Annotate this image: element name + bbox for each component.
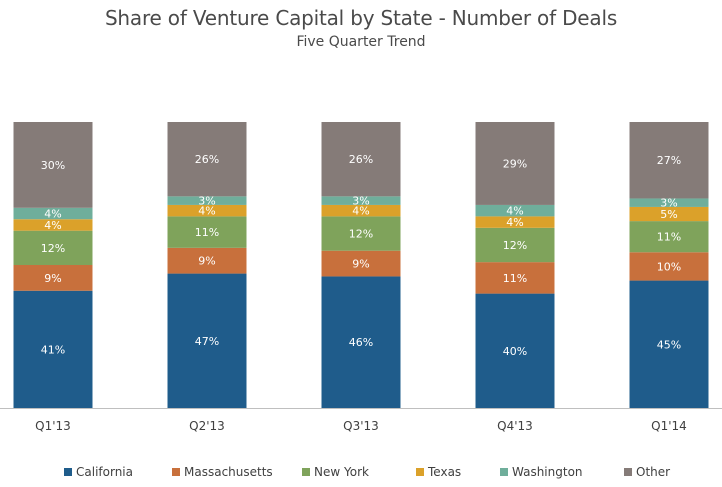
legend-item: California (64, 464, 133, 480)
legend-swatch (302, 468, 310, 476)
legend-label: Washington (512, 465, 583, 479)
data-label: 26% (349, 153, 373, 166)
chart-subtitle: Five Quarter Trend (296, 34, 426, 50)
legend-item: Other (624, 464, 670, 480)
bar-segment (475, 262, 555, 294)
legend-swatch (172, 468, 180, 476)
legend-label: Massachusetts (184, 465, 273, 479)
data-label: 4% (44, 219, 61, 232)
bar-segment (475, 216, 555, 228)
x-tick-label: Q1'13 (35, 419, 71, 433)
data-label: 3% (352, 195, 369, 208)
bar-segment (13, 207, 93, 220)
bar-segment (321, 216, 401, 251)
bar-segment (321, 204, 401, 217)
data-label: 4% (352, 205, 369, 218)
data-label: 27% (657, 154, 681, 167)
x-tick-label: Q3'13 (343, 419, 379, 433)
data-label: 47% (195, 335, 219, 348)
data-label: 11% (195, 226, 219, 239)
legend-item: New York (302, 464, 369, 480)
data-label: 30% (41, 159, 65, 172)
legend-swatch (500, 468, 508, 476)
data-label: 9% (198, 255, 215, 268)
bar-segment (629, 206, 709, 222)
data-label: 40% (503, 345, 527, 358)
data-label: 12% (503, 239, 527, 252)
data-label: 4% (506, 205, 523, 218)
legend-swatch (624, 468, 632, 476)
bar-segment (475, 204, 555, 217)
data-label: 5% (660, 208, 677, 221)
bar-segment (167, 216, 247, 248)
bar-segment (167, 273, 247, 408)
bar-segment (321, 122, 401, 197)
data-label: 4% (44, 208, 61, 221)
bar-segment (321, 196, 401, 205)
bar-segment (13, 265, 93, 291)
data-label: 12% (41, 242, 65, 255)
bar-segment (629, 221, 709, 253)
bar-segment (167, 247, 247, 274)
data-label: 9% (352, 258, 369, 271)
legend-label: New York (314, 465, 369, 479)
data-label: 46% (349, 336, 373, 349)
chart-title: Share of Venture Capital by State - Numb… (104, 6, 618, 30)
bar-segment (13, 230, 93, 265)
bar-segment (167, 122, 247, 197)
bar-segment (475, 293, 555, 408)
data-label: 29% (503, 157, 527, 170)
x-tick-label: Q4'13 (497, 419, 533, 433)
data-label: 3% (660, 197, 677, 210)
bar-segment (167, 204, 247, 217)
legend-label: Texas (428, 465, 462, 479)
data-label: 45% (657, 338, 681, 351)
legend-item: Washington (500, 464, 583, 480)
bar-segment (321, 250, 401, 277)
bar-segment (475, 227, 555, 263)
data-label: 11% (657, 231, 681, 244)
bar-segment (13, 290, 93, 408)
bar-segment (321, 276, 401, 408)
x-tick-label: Q2'13 (189, 419, 225, 433)
data-label: 3% (198, 195, 215, 208)
data-label: 10% (657, 260, 681, 273)
bar-segment (167, 196, 247, 205)
data-label: 12% (349, 228, 373, 241)
data-label: 41% (41, 343, 65, 356)
x-tick-label: Q1'14 (651, 419, 687, 433)
legend-label: Other (636, 465, 671, 479)
data-label: 4% (198, 205, 215, 218)
data-label: 11% (503, 272, 527, 285)
bar-segment (13, 219, 93, 231)
legend-swatch (416, 468, 424, 476)
bar-segment (13, 122, 93, 208)
legend-swatch (64, 468, 72, 476)
bar-segment (475, 122, 555, 205)
bar-segment (629, 252, 709, 281)
data-label: 26% (195, 153, 219, 166)
legend-item: Texas (416, 464, 461, 480)
legend: California Massachusetts New York Texas Wash… (0, 464, 722, 480)
data-label: 9% (44, 272, 61, 285)
legend-item: Massachusetts (172, 464, 273, 480)
bar-segment (629, 198, 709, 207)
data-label: 4% (506, 216, 523, 229)
legend-label: California (76, 465, 133, 479)
bar-segment (629, 122, 709, 199)
bar-segment (629, 280, 709, 408)
